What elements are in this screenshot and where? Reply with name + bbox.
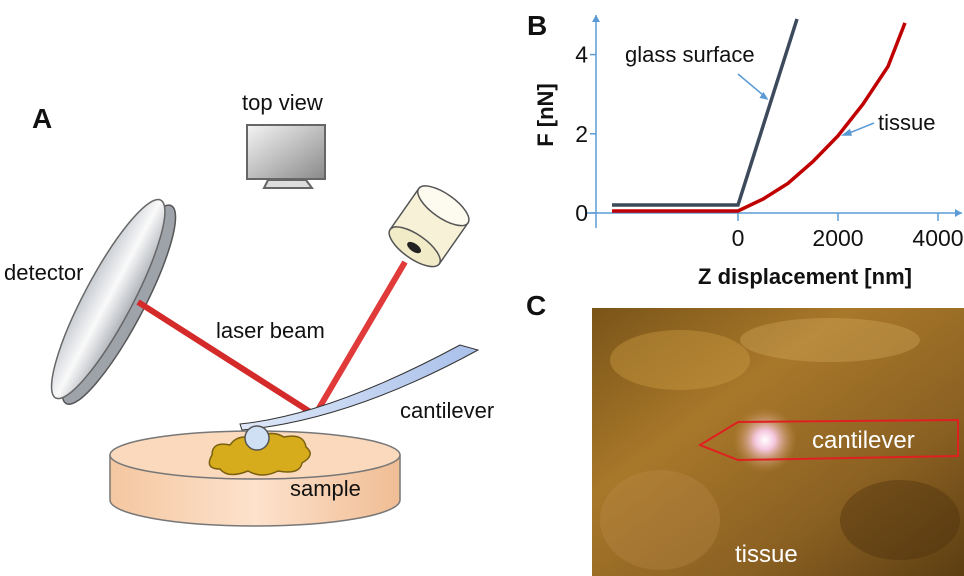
x-axis-arrow (955, 209, 962, 217)
label: cantilever (400, 398, 494, 423)
y-axis-label: F [nN] (533, 83, 558, 147)
laser-source (383, 179, 475, 274)
panel-label: A (32, 103, 52, 134)
label: detector (4, 260, 84, 285)
detector-disk (34, 189, 192, 415)
monitor (247, 125, 325, 179)
figure: A top view detector laser beam cantileve… (0, 0, 964, 576)
label: tissue (735, 541, 798, 568)
texture (600, 470, 720, 570)
panel-a: A top view detector laser beam cantileve… (4, 90, 494, 526)
x-axis-label: Z displacement [nm] (698, 264, 912, 289)
y-tick-label: 4 (575, 42, 588, 68)
x-tick-label: 4000 (912, 225, 963, 251)
series-annotation: tissue (878, 110, 935, 135)
label: cantilever (812, 427, 915, 454)
probe-sphere (245, 426, 269, 450)
monitor-stand (264, 180, 312, 188)
panel-label: B (527, 10, 547, 41)
texture (610, 330, 750, 390)
label: laser beam (216, 318, 325, 343)
y-tick-label: 2 (575, 121, 588, 147)
label: top view (242, 90, 323, 115)
laser-spot (733, 408, 797, 472)
texture (840, 480, 960, 560)
y-axis-arrow (592, 15, 600, 22)
x-tick-label: 2000 (812, 225, 863, 251)
panel-b: B Z displacement [nm] F [nN] 0 2 4 0 2000 400… (527, 10, 964, 289)
x-tick-label: 0 (732, 225, 745, 251)
label: sample (290, 476, 361, 501)
series-annotation: glass surface (625, 42, 755, 67)
texture (740, 318, 920, 362)
panel-c: C cantilever tissue (526, 290, 964, 576)
y-tick-label: 0 (575, 200, 588, 226)
panel-label: C (526, 290, 546, 321)
